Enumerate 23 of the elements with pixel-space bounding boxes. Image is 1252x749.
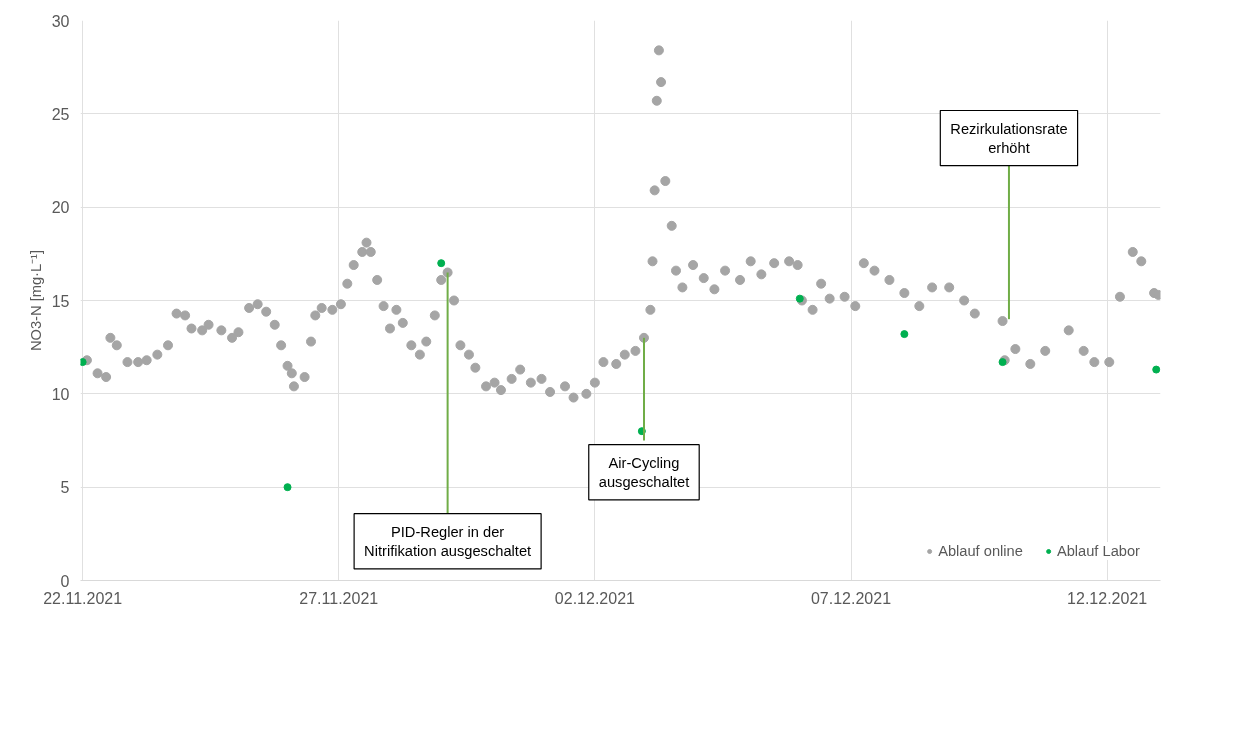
annotation: Rezirkulationsrate erhöht [950, 120, 1068, 156]
legend-label: Ablauf Labor [1056, 542, 1140, 560]
point [283, 483, 292, 492]
y-tick-label: 20 [51, 199, 70, 217]
x-tick-label: 07.12.2021 [810, 589, 892, 607]
legend-label: Ablauf online [938, 542, 1023, 560]
point [437, 259, 446, 268]
y-tick-label: 25 [51, 105, 70, 123]
annotation: PID-Regler in der Nitrifikation ausgeschaltet [364, 523, 532, 559]
y-tick-label: 0 [60, 572, 70, 590]
x-tick-label: 27.11.2021 [299, 589, 379, 607]
y-axis-title: NO3-N [mg·L⁻¹] [27, 249, 44, 352]
x-tick-label: 22.11.2021 [43, 589, 123, 607]
y-tick-label: 10 [51, 385, 70, 403]
point [900, 330, 909, 339]
annotation: Air-Cycling ausgeschaltet [598, 454, 690, 490]
y-tick-label: 15 [51, 292, 70, 310]
y-tick-label: 5 [60, 479, 70, 497]
y-tick-label: 30 [51, 12, 70, 30]
x-tick-label: 02.12.2021 [554, 589, 636, 607]
point [1152, 365, 1161, 374]
x-tick-label: 12.12.2021 [1067, 589, 1148, 607]
point [80, 358, 87, 367]
